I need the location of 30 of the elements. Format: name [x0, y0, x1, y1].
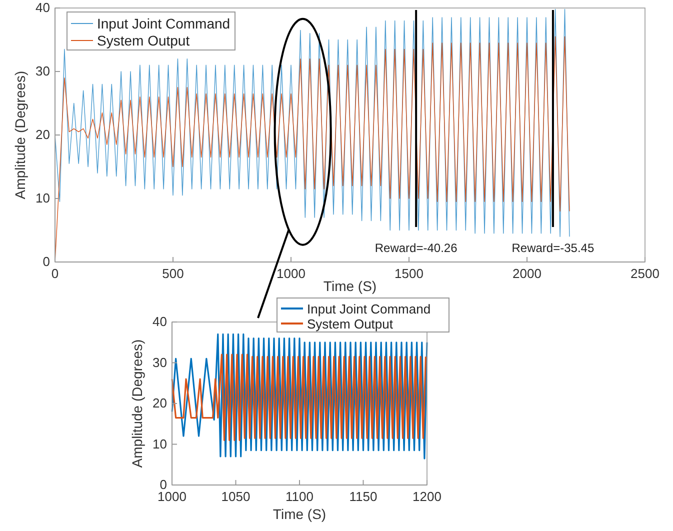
y-tick-label: 40 [36, 0, 50, 16]
legend-label: Input Joint Command [307, 302, 431, 316]
y-tick-label: 40 [152, 314, 167, 330]
x-tick-label: 2000 [512, 266, 542, 282]
x-tick-label: 2500 [630, 266, 660, 282]
x-tick-label: 1500 [394, 266, 424, 282]
x-tick-label: 1150 [349, 489, 378, 504]
x-tick-label: 1050 [221, 489, 250, 504]
legend-label: System Output [307, 316, 394, 332]
annotation: Reward=-40.26 [374, 241, 458, 255]
y-tick-label: 20 [36, 127, 50, 142]
x-axis-title: Time (S) [272, 506, 326, 522]
y-axis-title: Amplitude (Degrees) [129, 339, 145, 468]
x-tick-label: 1200 [412, 489, 442, 504]
y-tick-label: 10 [36, 190, 50, 206]
line-series [171, 354, 427, 441]
y-tick-label: 0 [42, 254, 50, 270]
x-tick-label: 1000 [276, 266, 306, 282]
annotation: Reward=-35.45 [512, 241, 594, 255]
line-series [171, 333, 428, 460]
y-axis-title: Amplitude (Degrees) [12, 70, 28, 200]
y-tick-label: 30 [36, 64, 50, 79]
y-tick-label: 30 [152, 354, 167, 370]
y-tick-label: 20 [152, 396, 167, 411]
legend-label: System Output [97, 32, 190, 48]
x-axis-title: Time (S) [323, 278, 377, 294]
y-tick-label: 10 [152, 436, 167, 452]
x-tick-label: 1100 [286, 489, 314, 504]
x-tick-label: 500 [162, 266, 184, 282]
legend-label: Input Joint Command [97, 16, 230, 32]
